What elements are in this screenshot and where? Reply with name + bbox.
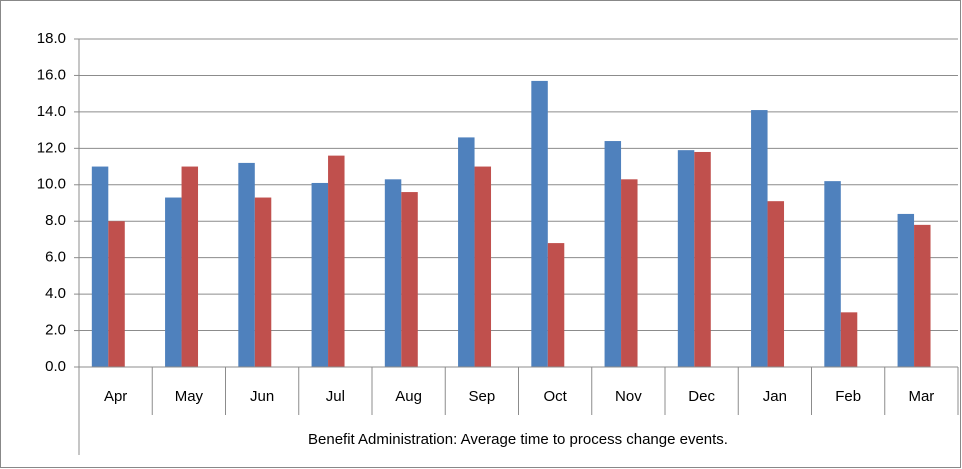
x-tick-label: Dec [688, 388, 715, 405]
bar [384, 179, 402, 367]
bar [604, 141, 622, 367]
bar [474, 166, 492, 367]
x-axis-title: Benefit Administration: Average time to … [308, 431, 728, 448]
bar [238, 162, 255, 367]
bar [401, 192, 418, 367]
bar [767, 201, 785, 367]
x-tick-label: Nov [615, 388, 642, 405]
x-tick-label: Jan [763, 388, 787, 405]
y-tick-label: 10.0 [37, 176, 66, 193]
x-tick-label: Sep [469, 388, 496, 405]
y-tick-label: 14.0 [37, 103, 66, 120]
y-tick-label: 18.0 [37, 30, 66, 47]
bar [840, 312, 858, 367]
y-tick-label: 4.0 [45, 285, 66, 302]
bar [165, 197, 182, 367]
bar [311, 182, 329, 367]
bar [91, 166, 109, 367]
x-tick-label: Mar [908, 388, 934, 405]
bar [547, 243, 565, 367]
x-tick-label: Feb [835, 388, 861, 405]
bar [531, 80, 548, 368]
bar [108, 221, 125, 367]
x-tick-label: May [175, 388, 204, 405]
y-tick-label: 0.0 [45, 358, 66, 375]
x-tick-label: Oct [543, 388, 567, 405]
bar [621, 179, 638, 367]
y-tick-label: 16.0 [37, 66, 66, 83]
bar [914, 224, 931, 367]
bar [897, 213, 915, 367]
bar [458, 137, 475, 367]
y-tick-label: 12.0 [37, 139, 66, 156]
x-tick-label: Jul [326, 388, 345, 405]
bar [677, 150, 695, 367]
bar [328, 155, 345, 367]
bar [824, 181, 841, 367]
y-tick-label: 6.0 [45, 249, 66, 266]
bar [181, 166, 199, 367]
x-tick-label: Apr [104, 388, 127, 405]
bar [751, 110, 768, 368]
x-tick-label: Jun [250, 388, 274, 405]
y-tick-label: 2.0 [45, 322, 66, 339]
bar [694, 151, 711, 367]
x-tick-label: Aug [395, 388, 422, 405]
bar [254, 197, 272, 367]
y-tick-label: 8.0 [45, 212, 66, 229]
